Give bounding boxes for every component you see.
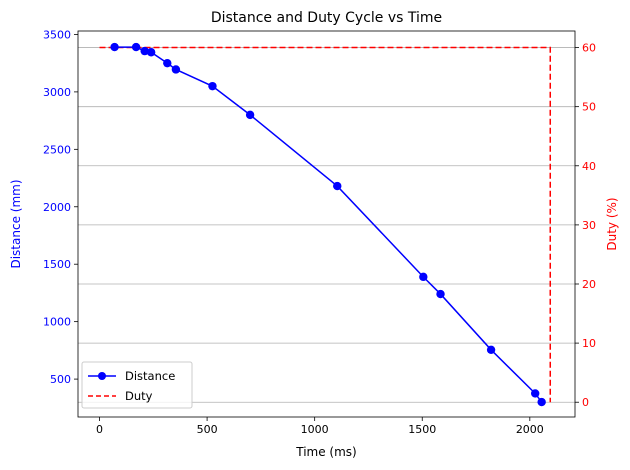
x-tick-label: 500 xyxy=(197,423,218,436)
x-tick-label: 0 xyxy=(96,423,103,436)
y-axis-right-label: Duty (%) xyxy=(605,197,619,250)
distance-point xyxy=(140,46,149,56)
x-axis-label: Time (ms) xyxy=(295,445,357,459)
axes: 0 500 1000 1500 2000500100015002000250030003… xyxy=(43,28,596,436)
y-left-tick-label: 2000 xyxy=(43,201,71,214)
distance-point xyxy=(419,272,428,282)
distance-point xyxy=(163,58,172,68)
y-left-tick-label: 3000 xyxy=(43,86,71,99)
x-tick-label: 1500 xyxy=(408,423,436,436)
y-left-tick-label: 2500 xyxy=(43,143,71,156)
distance-point xyxy=(530,389,540,398)
plot-frame xyxy=(77,30,576,418)
distance-point xyxy=(208,81,217,91)
legend-label-distance: Distance xyxy=(125,369,175,383)
y-right-tick-label: 10 xyxy=(582,337,596,350)
legend-marker-distance xyxy=(98,372,106,380)
y-right-tick-label: 50 xyxy=(582,101,596,114)
distance-point xyxy=(146,48,156,57)
legend-label-duty: Duty xyxy=(125,389,153,403)
distance-point xyxy=(486,345,496,354)
distance-point xyxy=(110,42,119,52)
chart-title: Distance and Duty Cycle vs Time xyxy=(211,10,442,26)
x-tick-label: 2000 xyxy=(516,423,544,436)
distance-point xyxy=(131,42,141,52)
y-left-tick-label: 1500 xyxy=(43,258,71,271)
y-right-tick-label: 40 xyxy=(582,160,596,173)
legend: Distance Duty xyxy=(81,361,193,409)
distance-point xyxy=(333,181,342,191)
y-right-tick-label: 20 xyxy=(582,278,596,291)
y-axis-left-label: Distance (mm) xyxy=(9,179,23,268)
distance-point xyxy=(537,397,546,407)
y-left-tick-label: 1000 xyxy=(43,316,71,329)
y-left-tick-label: 3500 xyxy=(43,28,71,41)
duty-line xyxy=(99,46,552,403)
plot-series xyxy=(99,42,552,407)
y-right-tick-label: 60 xyxy=(582,42,596,55)
y-right-tick-label: 0 xyxy=(582,396,589,409)
y-left-tick-label: 500 xyxy=(50,373,71,386)
distance-point xyxy=(436,289,445,299)
distance-point xyxy=(171,65,181,74)
distance-point xyxy=(245,110,255,120)
x-tick-label: 1000 xyxy=(301,423,329,436)
y-right-tick-label: 30 xyxy=(582,219,596,232)
legend-box xyxy=(81,361,193,409)
